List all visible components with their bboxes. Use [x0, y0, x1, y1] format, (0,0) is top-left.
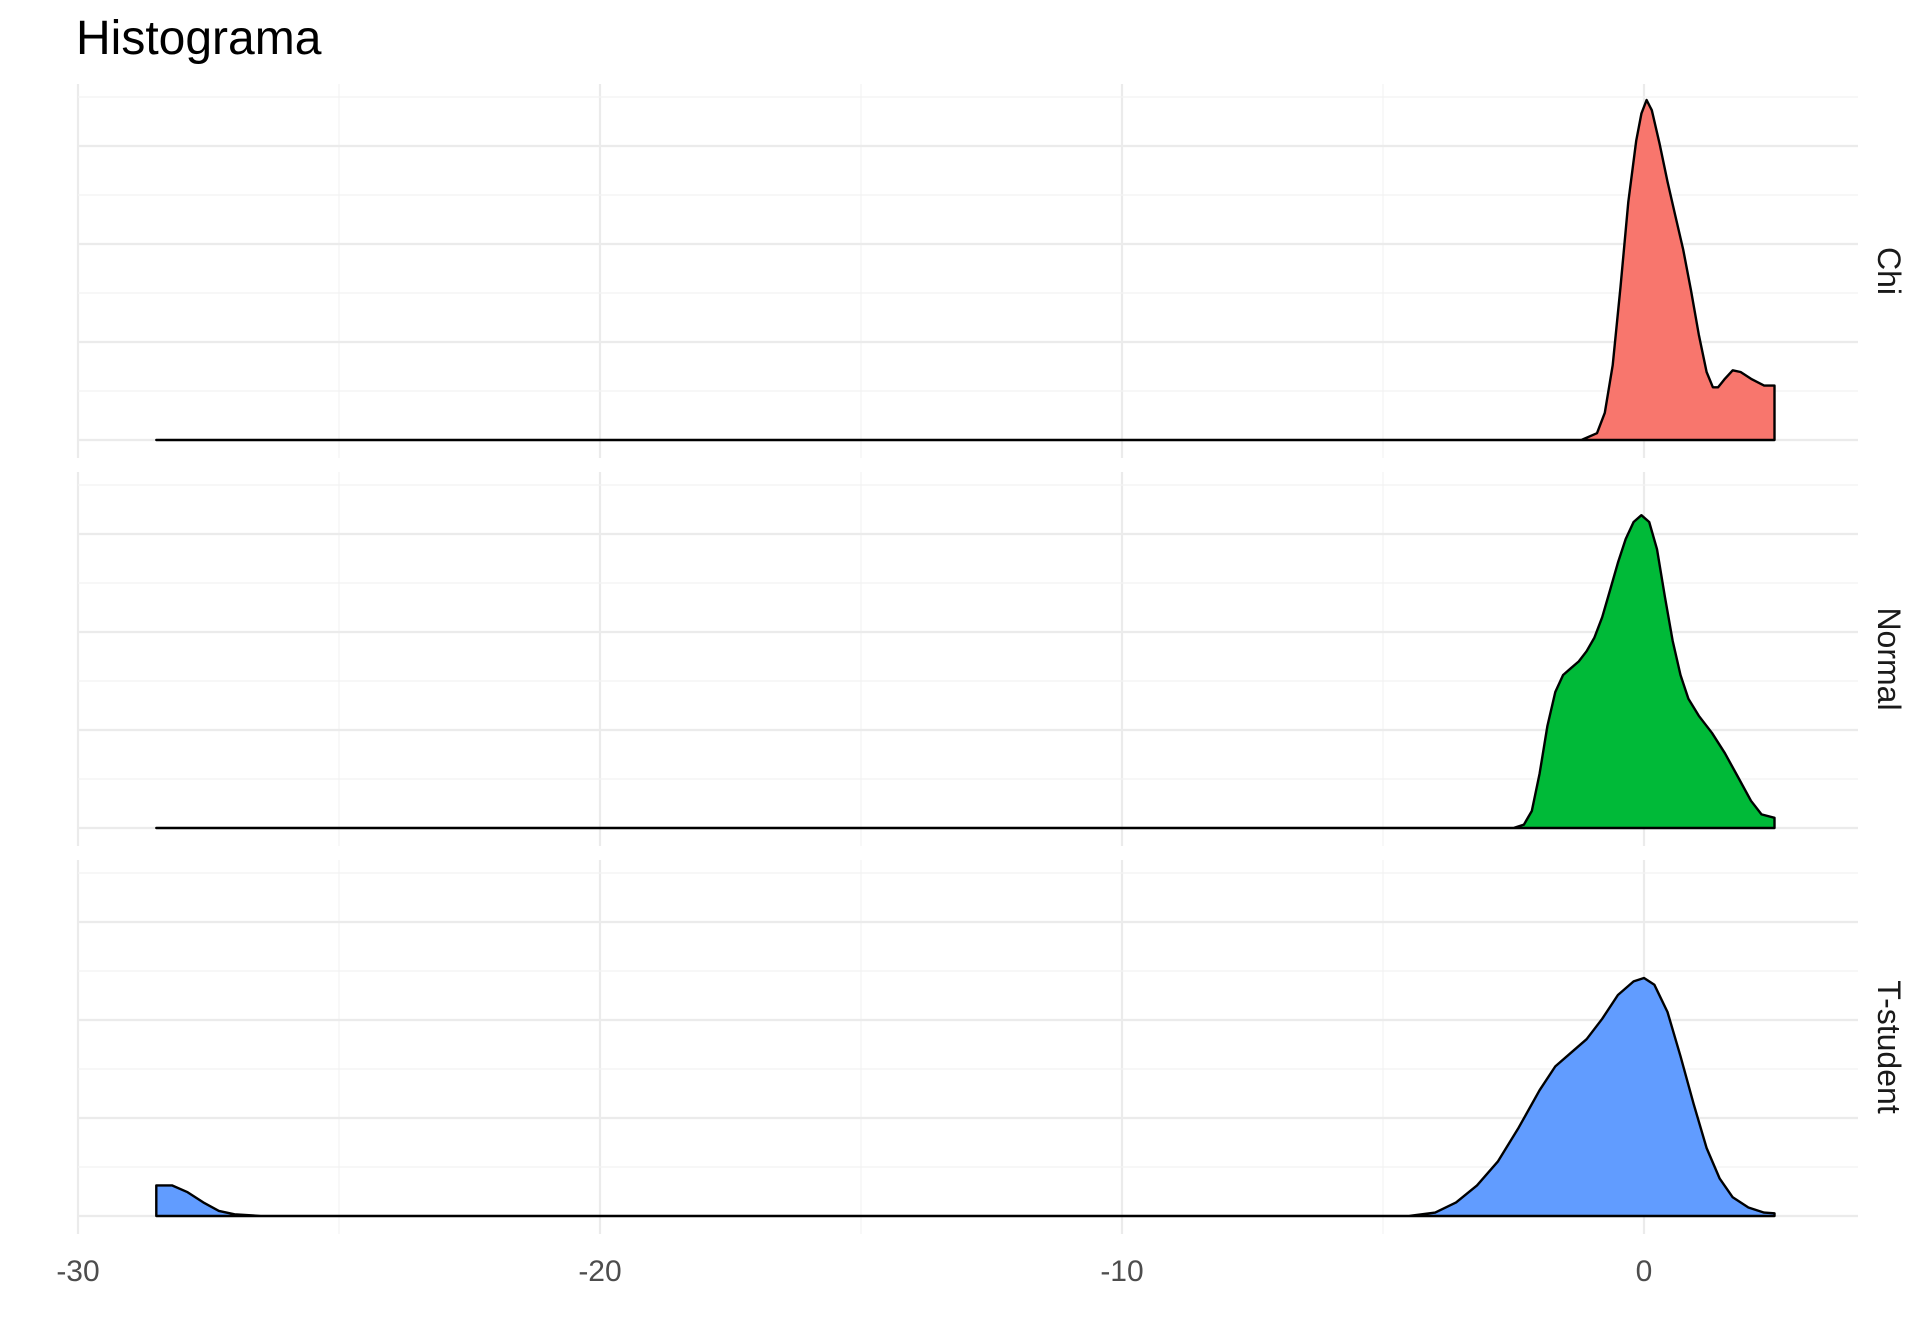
panel-normal: Normal — [76, 472, 1907, 846]
density-t-student — [155, 976, 1776, 1218]
density-normal — [155, 514, 1776, 830]
chart-title: Histograma — [76, 12, 322, 65]
strip-label-t-student: T-student — [1871, 980, 1907, 1114]
x-tick-label: -10 — [1100, 1255, 1143, 1288]
x-tick-label: 0 — [1636, 1255, 1653, 1288]
x-tick-label: -30 — [56, 1255, 99, 1288]
density-chi — [155, 98, 1776, 442]
facet-panels: Chi Normal T-student — [76, 84, 1907, 1234]
x-axis: -30 -20 -10 0 — [56, 1255, 1652, 1288]
x-tick-label: -20 — [578, 1255, 621, 1288]
panel-t-student: T-student — [76, 860, 1907, 1234]
panel-chi: Chi — [76, 84, 1907, 458]
strip-label-normal: Normal — [1871, 607, 1907, 710]
strip-label-chi: Chi — [1871, 247, 1907, 295]
